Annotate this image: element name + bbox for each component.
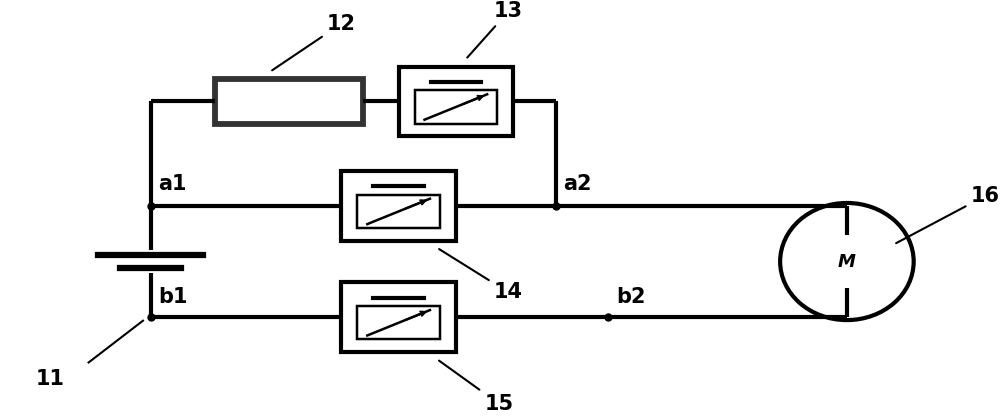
- Text: a1: a1: [158, 173, 187, 194]
- Bar: [357, 306, 440, 339]
- Text: 13: 13: [467, 1, 523, 57]
- Text: a2: a2: [564, 173, 592, 194]
- Bar: [357, 195, 440, 228]
- Bar: [399, 67, 513, 136]
- Text: 12: 12: [272, 14, 356, 70]
- Text: b2: b2: [616, 287, 646, 307]
- Bar: [215, 79, 363, 124]
- Bar: [415, 90, 497, 124]
- Text: 14: 14: [439, 249, 523, 302]
- Text: b1: b1: [158, 287, 188, 307]
- Text: 16: 16: [896, 186, 1000, 243]
- Text: M: M: [838, 253, 856, 270]
- Text: 15: 15: [439, 361, 514, 414]
- Bar: [341, 282, 456, 352]
- Text: 11: 11: [36, 369, 65, 389]
- Bar: [341, 171, 456, 240]
